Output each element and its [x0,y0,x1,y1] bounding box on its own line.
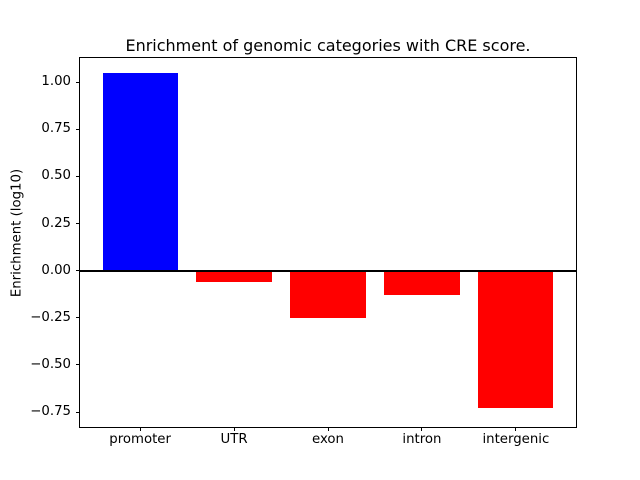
y-tick-label: 0.75 [41,121,71,137]
x-tick-mark [139,427,141,432]
y-tick-label: −0.50 [30,356,71,372]
y-tick-mark [76,223,80,225]
y-tick-mark [76,270,80,272]
y-tick-label: 0.00 [41,262,71,278]
y-tick-mark [76,81,80,83]
chart-title: Enrichment of genomic categories with CR… [125,36,531,55]
y-tick-label: 0.50 [41,168,71,184]
x-tick-label: exon [312,432,344,448]
y-tick-mark [76,317,80,319]
y-tick-label: 0.25 [41,215,71,231]
y-tick-label: 1.00 [41,74,71,90]
bar-UTR [196,270,272,282]
x-tick-label: intergenic [482,432,550,448]
x-tick-mark [327,427,329,432]
y-tick-label: −0.25 [30,309,71,325]
bar-promoter [102,72,178,271]
y-tick-mark [76,411,80,413]
x-tick-label: intron [402,432,442,448]
y-tick-label: −0.75 [30,404,71,420]
y-tick-mark [76,128,80,130]
x-tick-label: UTR [220,432,248,448]
bar-intron [384,270,460,296]
x-tick-label: promoter [109,432,171,448]
y-tick-mark [76,175,80,177]
zero-axis-line [80,269,576,272]
x-tick-mark [421,427,423,432]
x-tick-mark [233,427,235,432]
bar-intergenic [478,270,554,409]
x-tick-mark [515,427,517,432]
y-tick-mark [76,364,80,366]
bar-exon [290,270,366,318]
